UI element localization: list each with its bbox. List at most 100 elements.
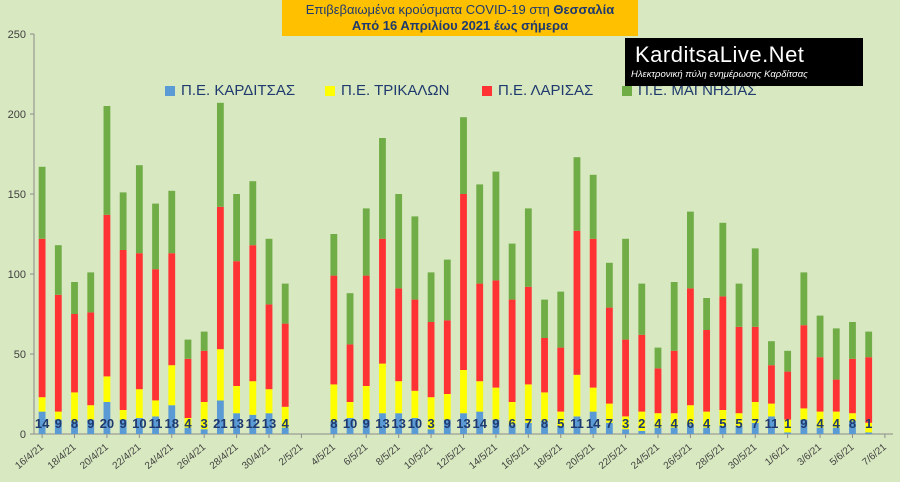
bar-segment-series-0: [443, 419, 451, 434]
bar-segment-series-2: [152, 269, 159, 401]
bar-segment-series-3: [427, 272, 435, 322]
bar-segment-series-0: [54, 419, 62, 434]
legend-item-karditsa: Π.Ε. ΚΑΡΔΙΤΣΑΣ: [165, 82, 295, 99]
bar-segment-series-1: [119, 410, 127, 420]
bar-segment-series-1: [687, 405, 694, 425]
x-tick-label: 16/4/21: [13, 442, 46, 472]
bar-segment-series-3: [54, 245, 62, 295]
bar-segment-series-3: [152, 203, 159, 270]
data-label-karditsa: 7: [606, 416, 613, 431]
bar-segment-series-0: [184, 427, 192, 434]
data-label-karditsa: 4: [816, 416, 824, 431]
bar-segment-series-1: [103, 376, 111, 402]
bar-segment-series-3: [703, 298, 711, 330]
bar-segment-series-0: [216, 400, 224, 434]
legend-item-larisa: Π.Ε. ΛΑΡΙΣΑΣ: [482, 82, 593, 99]
bar-segment-series-2: [119, 250, 127, 410]
legend-label-karditsa: Π.Ε. ΚΑΡΔΙΤΣΑΣ: [181, 82, 296, 99]
x-tick-label: 7/6/21: [860, 442, 889, 469]
bar-segment-series-1: [703, 411, 711, 428]
bar-segment-series-1: [541, 392, 548, 422]
data-label-karditsa: 5: [735, 416, 742, 431]
bar-segment-series-3: [832, 328, 840, 380]
bar-segment-series-1: [168, 365, 176, 406]
data-label-karditsa: 20: [100, 416, 114, 431]
y-tick-label: 100: [8, 269, 26, 281]
data-label-karditsa: 14: [586, 416, 601, 431]
bar-segment-series-2: [541, 338, 548, 393]
bar-segment-series-1: [800, 408, 808, 420]
data-label-karditsa: 1: [865, 416, 872, 431]
bar-segment-series-1: [443, 394, 451, 420]
bar-segment-series-0: [71, 421, 78, 434]
data-label-karditsa: 13: [229, 416, 243, 431]
bar-segment-series-2: [832, 379, 840, 412]
data-label-karditsa: 4: [654, 416, 662, 431]
bar-segment-series-1: [654, 413, 662, 428]
bar-segment-series-3: [135, 165, 143, 254]
legend-item-magnisia: Π.Ε. ΜΑΓΝΗΣΙΑΣ: [622, 82, 756, 99]
data-label-karditsa: 13: [375, 416, 389, 431]
data-label-karditsa: 4: [671, 416, 679, 431]
bar-segment-series-3: [557, 291, 565, 348]
legend-item-trikala: Π.Ε. ΤΡΙΚΑΛΩΝ: [325, 82, 449, 99]
data-label-karditsa: 9: [492, 416, 499, 431]
data-label-karditsa: 4: [282, 416, 290, 431]
bar-segment-series-3: [103, 106, 111, 215]
bar-segment-series-3: [38, 166, 46, 239]
bar-segment-series-0: [411, 418, 419, 434]
x-tick-label: 6/5/21: [342, 442, 371, 469]
x-tick-label: 24/4/21: [143, 442, 176, 472]
bar-segment-series-1: [816, 411, 824, 428]
bar-segment-series-2: [103, 214, 111, 377]
bar-segment-series-1: [768, 403, 775, 417]
bar-segment-series-1: [589, 387, 597, 412]
bar-segment-series-0: [103, 402, 111, 434]
x-tick-label: 20/5/21: [564, 442, 597, 472]
data-label-karditsa: 9: [87, 416, 94, 431]
bar-segment-series-2: [589, 238, 597, 388]
x-tick-label: 22/4/21: [111, 442, 144, 472]
data-label-karditsa: 10: [408, 416, 422, 431]
bar-segment-series-2: [38, 238, 46, 398]
bar-segment-series-1: [216, 349, 224, 401]
data-label-karditsa: 1: [784, 416, 791, 431]
y-tick-label: 150: [8, 189, 26, 201]
bar-segment-series-3: [719, 222, 727, 297]
bar-segment-series-2: [379, 238, 386, 364]
bar-segment-series-1: [784, 419, 792, 433]
data-label-karditsa: 4: [833, 416, 841, 431]
bar-segment-series-0: [816, 427, 824, 434]
bar-segment-series-3: [362, 208, 370, 276]
y-tick-label: 0: [20, 429, 26, 441]
bar-segment-series-3: [687, 211, 694, 289]
bar-segment-series-1: [735, 413, 743, 426]
x-tick-label: 4/5/21: [309, 442, 338, 469]
bar-segment-series-3: [233, 194, 240, 262]
data-label-karditsa: 8: [330, 416, 337, 431]
bar-segment-series-0: [524, 422, 532, 434]
bar-segment-series-1: [233, 386, 240, 414]
x-tick-label: 1/6/21: [763, 442, 792, 469]
bar-segment-series-0: [281, 427, 289, 434]
bar-segment-series-1: [152, 400, 159, 417]
bar-segment-series-2: [265, 304, 273, 390]
bar-segment-series-0: [832, 427, 840, 434]
chart-title-line1: Επιβεβαιωμένα κρούσματα COVID-19 στη Θεσ…: [282, 0, 638, 18]
karditsalive-logo[interactable]: KarditsaLive.Net Ηλεκτρονική πύλη ενημέρ…: [625, 38, 863, 86]
bar-segment-series-1: [865, 422, 873, 433]
legend-label-magnisia: Π.Ε. ΜΑΓΝΗΣΙΑΣ: [638, 82, 757, 99]
x-tick-label: 24/5/21: [629, 442, 662, 472]
x-tick-label: 26/5/21: [662, 442, 695, 472]
bar-segment-series-2: [135, 253, 143, 390]
bar-segment-series-2: [719, 296, 727, 410]
x-tick-label: 30/4/21: [240, 442, 273, 472]
x-tick-label: 2/5/21: [277, 442, 306, 469]
bar-segment-series-0: [152, 416, 159, 434]
x-tick-label: 16/5/21: [500, 442, 533, 472]
bar-segment-series-2: [573, 230, 581, 375]
bar-segment-series-3: [849, 322, 856, 359]
data-label-karditsa: 7: [752, 416, 759, 431]
bar-segment-series-1: [200, 402, 208, 430]
bar-segment-series-0: [119, 419, 127, 434]
